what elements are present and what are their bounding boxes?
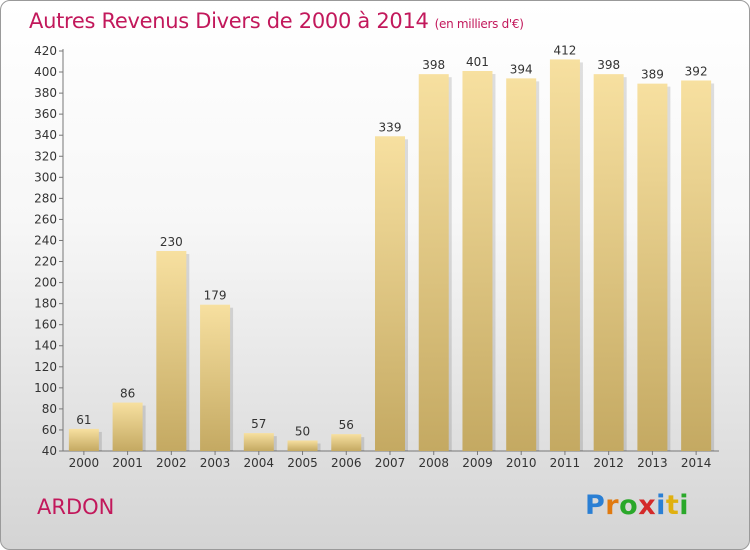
value-label-2010: 394 — [510, 62, 533, 76]
x-tick-label-2006: 2006 — [331, 456, 362, 470]
y-tick-label: 300 — [34, 170, 57, 184]
bar-2008 — [418, 74, 449, 451]
chart-bars: 61 86 230 179 57 50 56 339 398 401 394 412 398 389 392 — [68, 43, 715, 452]
x-tick-label-2003: 2003 — [200, 456, 231, 470]
logo-letter: i — [656, 490, 666, 521]
y-tick-label: 100 — [34, 381, 57, 395]
logo-letter: t — [665, 490, 680, 521]
y-tick-label: 260 — [34, 212, 57, 226]
proxiti-logo[interactable]: Proxiti — [585, 490, 689, 521]
bar-2014 — [681, 80, 712, 451]
y-tick-label: 320 — [34, 149, 57, 163]
x-tick-label-2010: 2010 — [506, 456, 537, 470]
value-label-2003: 179 — [204, 289, 227, 303]
y-tick-label: 340 — [34, 128, 57, 142]
y-tick-label: 380 — [34, 86, 57, 100]
x-tick-label-2008: 2008 — [418, 456, 449, 470]
chart-title: Autres Revenus Divers de 2000 à 2014 (en … — [29, 9, 524, 33]
x-tick-label-2004: 2004 — [244, 456, 275, 470]
y-tick-label: 200 — [34, 276, 57, 290]
logo-letter: r — [605, 490, 620, 521]
chart-unit: (en milliers d'€) — [434, 17, 524, 31]
x-tick-label-2014: 2014 — [681, 456, 712, 470]
y-tick-label: 140 — [34, 339, 57, 353]
y-tick-label: 40 — [42, 444, 57, 458]
value-label-2008: 398 — [422, 58, 445, 72]
chart-title-text: Autres Revenus Divers de 2000 à 2014 — [29, 9, 429, 33]
chart-axes: 40 60 80 100 120 140 160 180 200 220 240 260 280 300 3… — [34, 44, 719, 470]
x-tick-label-2007: 2007 — [375, 456, 406, 470]
x-tick-label-2002: 2002 — [156, 456, 187, 470]
bar-2009 — [462, 71, 493, 451]
value-label-2007: 339 — [379, 120, 402, 134]
logo-letter: i — [679, 490, 690, 521]
x-tick-label-2012: 2012 — [593, 456, 624, 470]
bar-2011 — [549, 59, 580, 451]
x-tick-label-2011: 2011 — [550, 456, 581, 470]
y-tick-label: 400 — [34, 65, 57, 79]
value-label-2012: 398 — [597, 58, 620, 72]
commune-name: ARDON — [37, 495, 115, 519]
value-label-2004: 57 — [251, 417, 266, 431]
x-tick-label-2001: 2001 — [112, 456, 143, 470]
bar-2002 — [156, 251, 187, 451]
bar-2006 — [331, 434, 362, 451]
y-tick-label: 80 — [42, 402, 57, 416]
y-tick-label: 280 — [34, 191, 57, 205]
value-label-2006: 56 — [339, 418, 354, 432]
y-tick-label: 220 — [34, 255, 57, 269]
x-tick-label-2013: 2013 — [637, 456, 668, 470]
value-label-2002: 230 — [160, 235, 183, 249]
bar-2001 — [112, 402, 143, 451]
bar-2013 — [637, 83, 668, 451]
y-tick-label: 60 — [42, 423, 57, 437]
bar-2003 — [200, 304, 231, 451]
logo-letter: x — [638, 490, 657, 521]
x-tick-label-2009: 2009 — [462, 456, 493, 470]
bar-2000 — [68, 428, 99, 451]
value-label-2009: 401 — [466, 55, 489, 69]
value-label-2011: 412 — [553, 43, 576, 57]
value-label-2000: 61 — [76, 413, 91, 427]
y-tick-label: 180 — [34, 297, 57, 311]
x-tick-label-2005: 2005 — [287, 456, 318, 470]
y-tick-label: 420 — [34, 44, 57, 58]
logo-letter: P — [585, 490, 606, 521]
value-label-2014: 392 — [685, 64, 708, 78]
value-label-2005: 50 — [295, 424, 310, 438]
bar-2010 — [506, 78, 537, 452]
logo-letter: o — [619, 490, 639, 521]
y-tick-label: 240 — [34, 233, 57, 247]
value-label-2001: 86 — [120, 387, 135, 401]
y-tick-label: 120 — [34, 360, 57, 374]
bar-2012 — [593, 74, 624, 451]
bar-2004 — [243, 433, 274, 451]
bar-2005 — [287, 440, 318, 451]
y-tick-label: 160 — [34, 318, 57, 332]
x-tick-label-2000: 2000 — [69, 456, 100, 470]
y-tick-label: 360 — [34, 107, 57, 121]
value-label-2013: 389 — [641, 68, 664, 82]
bar-2007 — [375, 136, 405, 451]
